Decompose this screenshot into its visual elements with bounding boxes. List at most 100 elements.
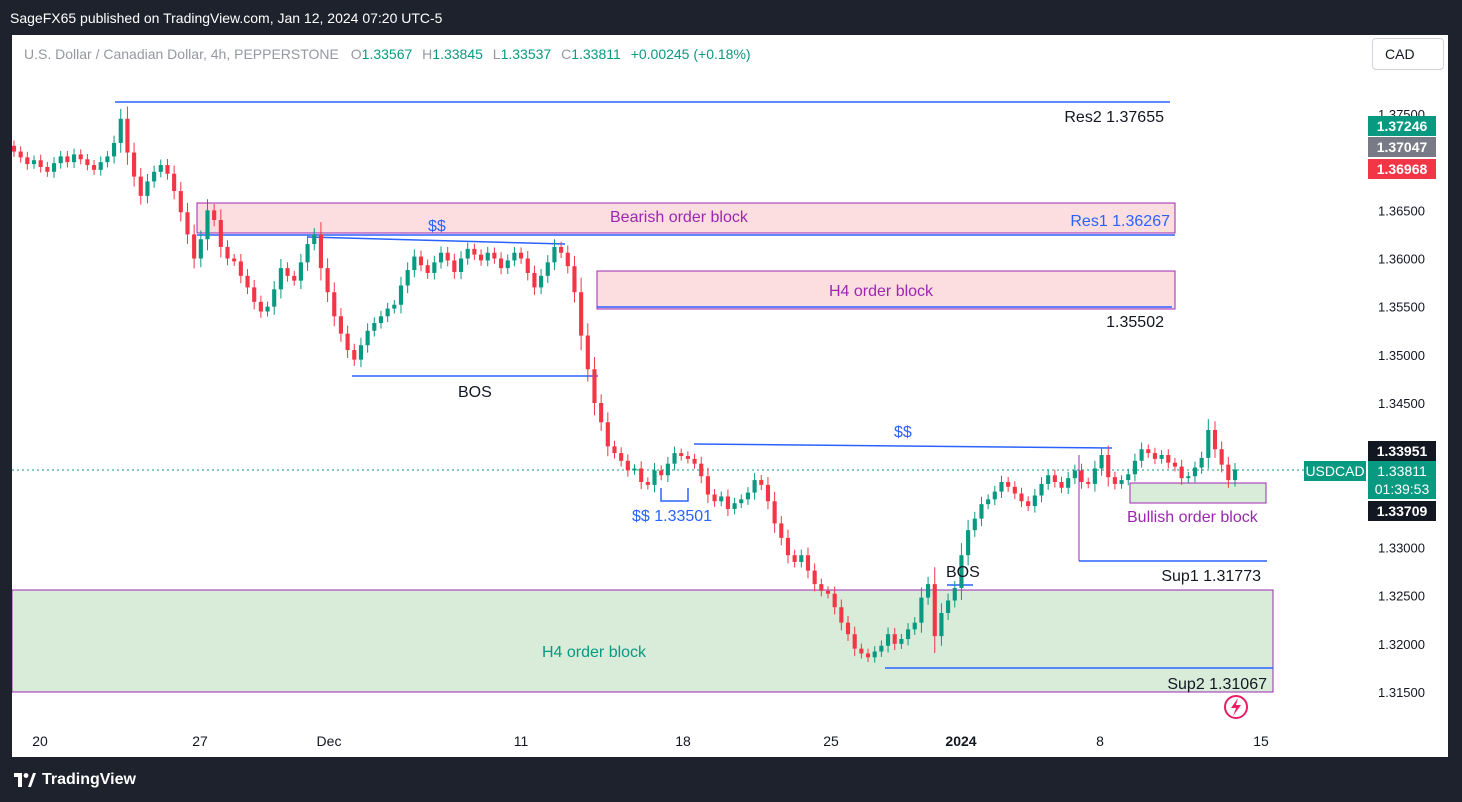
candle-body — [1132, 460, 1137, 475]
time-tick-label: 11 — [514, 733, 529, 749]
candle-body — [672, 453, 677, 464]
h4-order-block-top-label: H4 order block — [829, 283, 934, 300]
candle-body — [1079, 470, 1084, 482]
time-tick-label: 2024 — [945, 733, 976, 749]
candle-body — [799, 555, 804, 562]
badge-last: 1.33811 — [1377, 463, 1427, 479]
candle-body — [145, 181, 150, 196]
candle-body — [178, 191, 183, 213]
candle-body — [238, 261, 243, 276]
candle-body — [725, 496, 730, 509]
candle-body — [292, 275, 297, 281]
liquidity-line-top — [307, 236, 566, 245]
order-block-zones — [11, 202, 1274, 693]
candle-body — [892, 634, 897, 644]
bullish-order-block-label: Bullish order block — [1127, 509, 1259, 526]
bullish-order-block-zone — [1129, 482, 1267, 504]
price-axis[interactable]: 1.375001.365001.360001.355001.350001.345… — [1378, 107, 1425, 700]
level-135502-label: 1.35502 — [1106, 314, 1164, 331]
candle-body — [772, 501, 777, 524]
time-axis[interactable]: 20 27 Dec 11 18 25 2024 8 15 — [32, 733, 1269, 749]
candle-body — [485, 252, 490, 261]
liquidity-low-bracket — [660, 488, 689, 502]
candle-body — [639, 468, 644, 482]
candle-body — [1219, 449, 1224, 465]
time-tick-label: 20 — [32, 733, 48, 749]
candle-body — [619, 453, 624, 461]
candle-body — [979, 504, 984, 519]
candle-body — [645, 481, 650, 485]
candle-body — [65, 156, 70, 163]
price-tick-label: 1.33000 — [1378, 541, 1425, 556]
tradingview-icon — [14, 773, 36, 787]
res1-label: Res1 1.36267 — [1070, 213, 1170, 230]
candle-body — [745, 492, 751, 500]
candle-body — [839, 607, 844, 623]
badge-top2-bg — [1368, 137, 1436, 157]
candle-body — [138, 176, 143, 196]
candle-body — [919, 597, 924, 623]
candle-body — [752, 480, 757, 493]
badge-upper-bg — [1368, 441, 1436, 461]
candle-body — [859, 648, 864, 654]
liquidity-label-mid: $$ — [894, 424, 912, 441]
candle-body — [465, 248, 470, 259]
liquidity-line-mid — [693, 443, 1113, 449]
candle-body — [1152, 453, 1158, 459]
candle-body — [398, 285, 404, 305]
candle-body — [245, 275, 250, 288]
chart-panel[interactable]: U.S. Dollar / Canadian Dollar, 4h, PEPPE… — [11, 35, 1448, 757]
price-tick-label: 1.32500 — [1378, 589, 1425, 604]
sup1-label: Sup1 1.31773 — [1161, 568, 1261, 585]
candle-body — [565, 252, 570, 267]
candle-body — [38, 160, 43, 167]
candle-body — [732, 503, 737, 509]
candle-body — [218, 219, 223, 247]
candle-body — [545, 262, 550, 276]
candle-body — [185, 212, 190, 235]
candle-body — [91, 165, 97, 170]
price-tick-label: 1.34500 — [1378, 396, 1425, 411]
candle-body — [71, 154, 77, 163]
candle-body — [358, 345, 364, 360]
legend-low: 1.33537 — [501, 46, 552, 62]
candle-body — [1119, 480, 1124, 484]
candle-body — [278, 268, 283, 290]
candle-body — [652, 470, 657, 485]
candle-body — [585, 335, 590, 370]
time-tick-label: 27 — [192, 733, 208, 749]
candle-body — [792, 555, 797, 562]
candle-body — [452, 260, 457, 272]
candle-body — [1212, 429, 1218, 450]
lightning-icon[interactable] — [1224, 695, 1248, 719]
candle-body — [98, 162, 103, 170]
candle-body — [412, 256, 417, 271]
price-tick-label: 1.35000 — [1378, 348, 1425, 363]
candle-body — [445, 252, 450, 261]
candle-body — [1099, 455, 1104, 469]
candle-body — [492, 252, 497, 259]
candle-body — [365, 330, 370, 346]
candle-body — [11, 145, 17, 152]
candle-body — [418, 256, 424, 266]
candle-body — [532, 272, 537, 288]
candle-body — [105, 156, 110, 163]
candle-body — [926, 584, 931, 598]
candle-body — [712, 494, 717, 502]
candle-body — [345, 333, 350, 351]
candle-body — [999, 481, 1004, 492]
candle-body — [592, 369, 597, 403]
candle-body — [158, 165, 163, 172]
legend-change: +0.00245 (+0.18%) — [631, 46, 751, 62]
candle-body — [559, 246, 564, 253]
tradingview-logo[interactable]: TradingView — [14, 771, 136, 789]
bearish-order-block-label: Bearish order block — [610, 209, 749, 226]
candle-body — [905, 629, 911, 640]
time-tick-label: 15 — [1253, 733, 1269, 749]
candles-group — [11, 106, 1238, 663]
candle-body — [819, 584, 824, 591]
candle-body — [152, 171, 157, 182]
currency-button[interactable]: CAD — [1372, 38, 1444, 70]
candlestick-chart[interactable]: U.S. Dollar / Canadian Dollar, 4h, PEPPE… — [11, 35, 1448, 757]
legend-open: 1.33567 — [362, 46, 413, 62]
